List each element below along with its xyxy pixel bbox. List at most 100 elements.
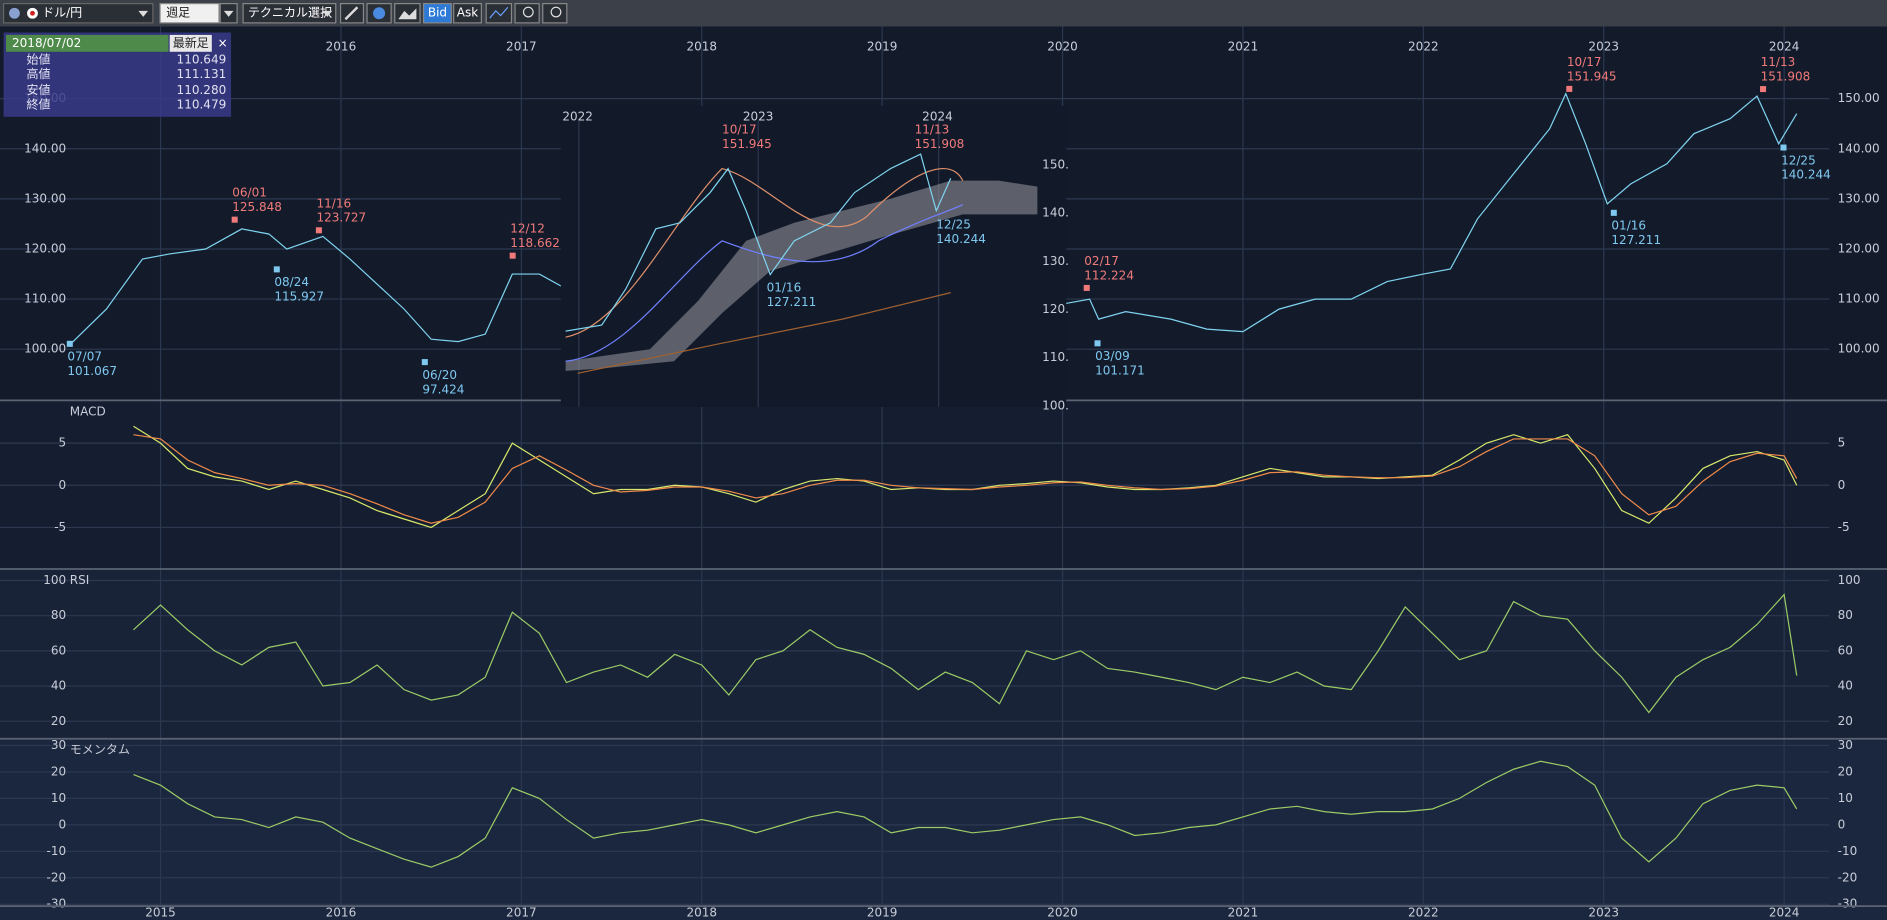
y-tick-label: -30 xyxy=(1838,897,1858,911)
y-tick-label: 20 xyxy=(1838,764,1853,778)
info-value: 110.280 xyxy=(177,83,227,97)
y-tick-label: 100.00 xyxy=(1838,342,1880,356)
annotation-date: 06/01 xyxy=(232,186,267,200)
dropdown-arrow[interactable] xyxy=(322,10,333,17)
annotation-value: 151.945 xyxy=(1567,69,1617,83)
dropdown-arrow[interactable] xyxy=(223,10,234,17)
x-tick-label: 2017 xyxy=(506,905,537,919)
y-tick-label: 80 xyxy=(1838,608,1853,622)
x-tick-label: 2023 xyxy=(1588,39,1619,53)
annotation-value: 118.662 xyxy=(510,236,560,250)
annotation-value: 123.727 xyxy=(317,211,367,225)
panel-label: モメンタム xyxy=(70,743,130,757)
info-icon xyxy=(373,7,386,20)
annotation-date: 12/12 xyxy=(510,222,545,236)
technical-select[interactable] xyxy=(242,3,337,24)
toolbar: ドル/円 週足 テクニカル選択 Bid Ask xyxy=(0,0,1887,27)
info-date: 2018/07/02 xyxy=(12,36,81,50)
extreme-marker xyxy=(1610,209,1617,216)
close-button[interactable]: × xyxy=(218,36,228,50)
bid-button[interactable] xyxy=(423,3,452,24)
scale-icon xyxy=(489,6,509,19)
inset-band xyxy=(565,167,964,338)
inset-annotation-date: 10/17 xyxy=(722,123,757,137)
x-tick-label: 2016 xyxy=(326,39,357,53)
y-tick-label: -20 xyxy=(1838,870,1858,884)
y-tick-label: -5 xyxy=(1838,520,1850,534)
info-box: 2018/07/02 最新足 × 始値 110.649 高値 111.131 安… xyxy=(3,32,232,117)
x-tick-label: 2021 xyxy=(1228,905,1259,919)
period-label[interactable]: 週足 xyxy=(166,6,190,20)
inset-year-label: 2024 xyxy=(922,109,953,123)
extreme-marker xyxy=(1760,86,1767,93)
series-line xyxy=(133,760,1798,868)
y-tick-label: -10 xyxy=(1838,844,1858,858)
extreme-marker xyxy=(1780,144,1787,151)
annotation-value: 101.171 xyxy=(1095,364,1145,378)
annotation-date: 10/17 xyxy=(1567,55,1602,69)
x-tick-label: 2020 xyxy=(1047,905,1078,919)
y-tick-label: 150.00 xyxy=(1838,91,1880,105)
inset-y-tick: 140. xyxy=(1042,206,1069,220)
inset-annotation-value: 151.945 xyxy=(722,137,772,151)
latest-button-label[interactable]: 最新足 xyxy=(173,35,209,50)
extreme-marker xyxy=(421,359,428,366)
annotation-value: 101.067 xyxy=(67,364,117,378)
technical-label[interactable]: テクニカル選択 xyxy=(248,6,332,20)
annotation-date: 06/20 xyxy=(422,368,457,382)
zoom-in-button[interactable] xyxy=(542,3,568,24)
info-label: 終値 xyxy=(26,96,50,111)
x-tick-label: 2017 xyxy=(506,39,537,53)
x-tick-label: 2021 xyxy=(1228,39,1259,53)
annotation-value: 140.244 xyxy=(1781,168,1831,182)
y-tick-label: 130.00 xyxy=(24,191,66,205)
inset-price xyxy=(565,153,952,332)
y-tick-label: 20 xyxy=(51,714,66,728)
x-tick-label: 2015 xyxy=(145,905,176,919)
x-tick-label: 2023 xyxy=(1588,905,1619,919)
y-tick-label: -20 xyxy=(47,870,67,884)
y-tick-label: -10 xyxy=(47,844,67,858)
pair-label[interactable]: ドル/円 xyxy=(42,6,82,20)
info-label: 高値 xyxy=(26,66,50,81)
dropdown-arrow[interactable] xyxy=(138,10,149,17)
y-tick-label: 110.00 xyxy=(24,292,66,306)
inset-y-tick: 110. xyxy=(1042,350,1069,364)
y-tick-label: 10 xyxy=(1838,791,1853,805)
extreme-marker xyxy=(1083,284,1090,291)
period-select[interactable] xyxy=(159,3,220,24)
x-tick-label: 2024 xyxy=(1769,905,1800,919)
zoom-out-button[interactable] xyxy=(514,3,540,24)
annotation-date: 02/17 xyxy=(1084,254,1119,268)
pen-icon xyxy=(344,6,359,21)
annotation-date: 12/25 xyxy=(1781,153,1816,167)
bid-label[interactable]: Bid xyxy=(428,6,447,20)
annotation-date: 01/16 xyxy=(1611,219,1646,233)
y-tick-label: 0 xyxy=(59,478,67,492)
y-tick-label: 140.00 xyxy=(1838,141,1880,155)
rsi-panel xyxy=(0,569,1887,739)
latest-button[interactable] xyxy=(169,34,212,52)
annotation-date: 11/13 xyxy=(1761,55,1796,69)
inset-y-tick: 120. xyxy=(1042,302,1069,316)
inset-ma xyxy=(577,292,951,374)
inset-y-tick: 150. xyxy=(1042,157,1069,171)
ask-label[interactable]: Ask xyxy=(457,6,478,20)
jp-flag-dot xyxy=(30,10,35,16)
pair-select[interactable] xyxy=(3,3,154,24)
series-line xyxy=(133,434,1798,524)
us-flag-icon xyxy=(9,7,20,19)
x-tick-label: 2022 xyxy=(1408,905,1439,919)
y-tick-label: 60 xyxy=(51,643,66,657)
info-label: 安値 xyxy=(26,82,50,97)
y-tick-label: 10 xyxy=(51,791,66,805)
info-label: 始値 xyxy=(26,52,50,67)
extreme-marker xyxy=(315,227,322,234)
y-tick-label: 20 xyxy=(1838,714,1853,728)
y-tick-label: 0 xyxy=(1838,478,1846,492)
y-tick-label: 120.00 xyxy=(24,241,66,255)
ask-button[interactable] xyxy=(453,3,482,24)
inset-y-tick: 130. xyxy=(1042,254,1069,268)
extreme-marker xyxy=(273,266,280,273)
extreme-marker xyxy=(1566,85,1573,92)
